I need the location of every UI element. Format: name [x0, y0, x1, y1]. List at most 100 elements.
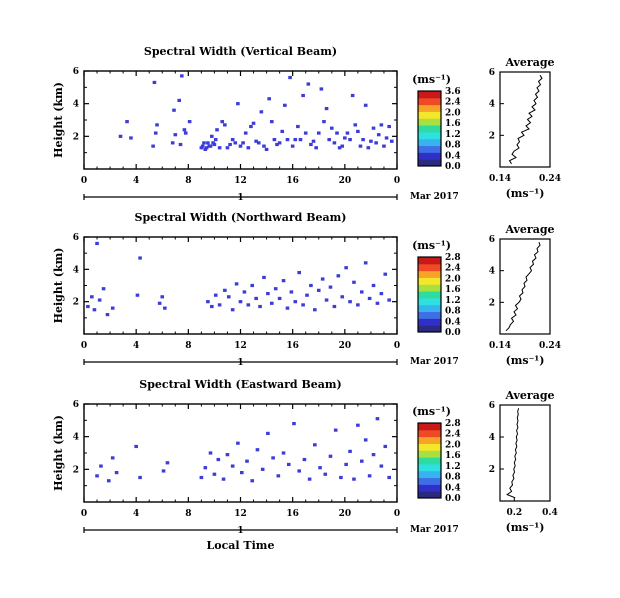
average-y-tick-label: 2 — [489, 298, 495, 308]
y-tick-label: 2 — [73, 298, 79, 308]
heatmap-cell — [208, 451, 213, 455]
heatmap-cell — [255, 448, 260, 452]
heatmap-cell — [259, 110, 264, 114]
heatmap-cell — [356, 303, 360, 307]
colorbar-tick-label: 2.4 — [445, 98, 461, 108]
heatmap-cell — [335, 131, 339, 135]
panel-title: Spectral Width (Eastward Beam) — [139, 378, 341, 391]
average-y-tick-label: 2 — [489, 465, 495, 475]
heatmap-cell — [215, 128, 219, 132]
colorbar-segment — [418, 325, 441, 333]
colorbar-segment — [418, 125, 441, 133]
heatmap-cells — [86, 241, 391, 317]
heatmap-cell — [221, 477, 226, 481]
heatmap-cell — [267, 97, 271, 101]
heatmap-cell — [105, 313, 110, 317]
x-tick-label: 0 — [81, 509, 87, 519]
colorbar-segment — [418, 104, 441, 112]
heatmap-cell — [256, 141, 261, 145]
heatmap-cell — [340, 295, 345, 299]
average-x-label: (ms⁻¹) — [506, 354, 545, 367]
heatmap-cell — [199, 146, 204, 150]
heatmap-cell — [283, 103, 287, 107]
average-title: Average — [504, 223, 554, 236]
colorbar-segment — [418, 159, 441, 167]
heatmap-cell — [202, 141, 206, 145]
heatmap-cell — [245, 459, 249, 463]
heatmap-cell — [320, 277, 325, 281]
heatmap-cell — [206, 300, 210, 304]
colorbar-segment — [418, 97, 441, 106]
heatmap-cell — [236, 102, 240, 106]
heatmap-cell — [290, 144, 295, 148]
x-tick-label: 4 — [133, 341, 139, 351]
y-axis-label: Height (km) — [52, 415, 65, 491]
x-tick-label: 20 — [339, 341, 352, 351]
date-label: Mar 2017 — [410, 357, 459, 367]
heatmap-cell — [309, 142, 313, 147]
colorbar-segment — [418, 491, 441, 499]
heatmap-cell — [383, 272, 388, 276]
heatmap-cell — [324, 298, 329, 302]
heatmap-cell — [303, 131, 308, 135]
heatmap-cell — [170, 141, 175, 145]
panel-title: Spectral Width (Northward Beam) — [135, 211, 347, 224]
average-x-label: (ms⁻¹) — [506, 521, 545, 534]
heatmap-cell — [324, 106, 329, 111]
average-x-tick-label: 0.4 — [542, 508, 558, 518]
colorbar-segment — [418, 152, 441, 160]
colorbar-tick-label: 0.0 — [445, 328, 461, 338]
heatmap-cell — [332, 141, 337, 145]
heatmap-cell — [281, 279, 286, 283]
heatmap-cell — [134, 444, 138, 449]
heatmap-cell — [153, 131, 158, 135]
heatmap-cell — [323, 472, 328, 476]
heatmap-cell — [293, 300, 298, 304]
colorbar-tick-label: 0.4 — [445, 317, 461, 327]
heatmap-cell — [178, 142, 183, 147]
x-tick-label: 16 — [286, 176, 299, 186]
colorbar-segment — [418, 429, 441, 438]
heatmap-cell — [163, 306, 167, 310]
heatmap-cell — [240, 471, 244, 475]
colorbar-tick-label: 0.0 — [445, 162, 461, 172]
x-tick-label: 0 — [81, 341, 87, 351]
heatmap-cell — [206, 141, 210, 145]
colorbar-segment — [418, 423, 441, 431]
colorbar-segment — [418, 463, 441, 472]
heatmap-cell — [387, 124, 391, 129]
y-tick-label: 4 — [73, 100, 79, 110]
y-tick-label: 4 — [73, 265, 79, 275]
heatmap-cell — [129, 136, 133, 140]
heatmap-cell — [223, 123, 227, 127]
heatmap-cell — [97, 298, 102, 302]
heatmap-cell — [328, 285, 333, 289]
average-x-tick-label: 0.24 — [539, 174, 561, 184]
heatmap-cell — [366, 146, 371, 150]
heatmap-cell — [230, 138, 235, 142]
heatmap-cell — [305, 293, 309, 297]
heatmap-cell — [249, 124, 253, 129]
heatmap-cell — [384, 136, 389, 140]
heatmap-cell — [352, 477, 356, 481]
heatmap-cell — [382, 144, 386, 148]
heatmap-cell — [359, 459, 364, 463]
colorbar-segment — [418, 450, 441, 458]
heatmap-cell — [180, 74, 184, 78]
heatmap-cell — [307, 477, 312, 481]
heatmap-cell — [286, 462, 291, 467]
heatmap-cell — [344, 266, 348, 270]
heatmap-cell — [187, 120, 192, 124]
heatmap-cell — [302, 457, 307, 462]
y-tick-label: 2 — [73, 465, 79, 475]
x-tick-label: 0 — [394, 341, 400, 351]
heatmap-cell — [277, 141, 282, 145]
heatmap-cell — [297, 469, 301, 473]
colorbar-segment — [418, 297, 441, 306]
date-tick-label: 1 — [237, 193, 243, 203]
heatmap-cell — [86, 304, 90, 309]
heatmap-cell — [234, 282, 239, 286]
heatmap-cell — [114, 471, 119, 475]
heatmap-cell — [358, 144, 363, 148]
